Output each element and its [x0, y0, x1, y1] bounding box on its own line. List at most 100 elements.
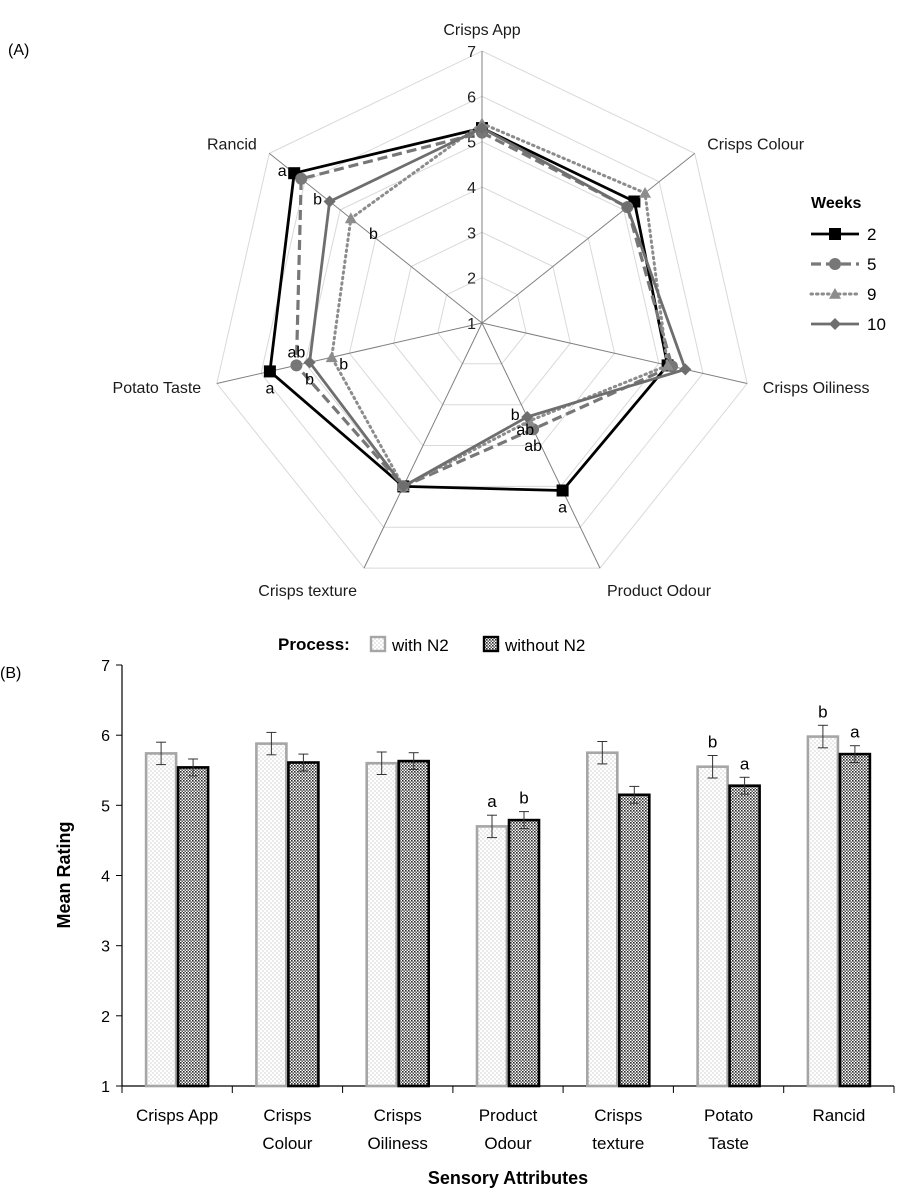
y-axis-title: Mean Rating: [54, 821, 74, 928]
x-axis-title: Sensory Attributes: [428, 1168, 588, 1188]
bar-without-n2: [178, 767, 208, 1086]
radar-series-week-2: [264, 122, 674, 496]
radar-tick-label: 3: [467, 225, 476, 242]
radar-axis-label: Crisps texture: [258, 583, 357, 600]
panel-b-label: (B): [0, 665, 21, 682]
legend-label: 9: [867, 285, 876, 304]
radar-axis-label: Rancid: [207, 136, 257, 153]
bar-marks: [146, 725, 870, 1086]
radar-axis-label: Crisps Colour: [707, 136, 805, 153]
radar-significance-letter: b: [339, 356, 348, 373]
radar-axis-label: Crisps App: [443, 22, 520, 39]
bar-without-n2: [840, 754, 870, 1086]
legend-swatch: [484, 637, 498, 651]
radar-axis-label: Product Odour: [607, 583, 712, 600]
legend-label: 5: [867, 255, 876, 274]
x-tick-label: Odour: [484, 1134, 532, 1153]
radar-legend-item-week-9: 9: [811, 285, 876, 304]
radar-significance-letter: b: [305, 371, 314, 388]
radar-spoke: [217, 323, 482, 384]
x-tick-label: Oiliness: [367, 1134, 427, 1153]
x-tick-label: Crisps: [374, 1106, 422, 1125]
x-tick-label: Taste: [708, 1134, 749, 1153]
x-tick-label: Crisps App: [136, 1106, 218, 1125]
bar-with-n2: [477, 826, 507, 1086]
radar-significance-letter: a: [265, 380, 274, 397]
y-tick-label: 3: [101, 939, 110, 956]
radar-spoke: [482, 323, 747, 384]
x-tick-label: Colour: [262, 1134, 312, 1153]
radar-axis-label: Crisps Oiliness: [763, 380, 870, 397]
radar-point: [639, 187, 651, 198]
bar-legend-item-without-n2: without N2: [484, 636, 585, 655]
legend-marker: [829, 318, 841, 330]
y-tick-label: 7: [101, 658, 110, 675]
bar-with-n2: [146, 753, 176, 1086]
radar-chart: 1 2 3 4 5 6 7 Crisps App Crisps Colour Crisps Oi…: [113, 22, 886, 600]
y-tick-label: 2: [101, 1009, 110, 1026]
radar-tick-label: 6: [467, 89, 476, 106]
legend-swatch: [371, 637, 385, 651]
x-tick-label: Crisps: [594, 1106, 642, 1125]
y-tick-label: 5: [101, 798, 110, 815]
radar-significance-letter: a: [278, 163, 287, 180]
y-tick-label: 1: [101, 1079, 110, 1096]
significance-letter: b: [708, 733, 717, 752]
legend-marker: [829, 228, 841, 240]
radar-point: [557, 485, 569, 497]
bar-without-n2: [509, 820, 539, 1086]
bar-without-n2: [730, 786, 760, 1086]
radar-point: [295, 173, 307, 185]
x-tick-label: Rancid: [812, 1106, 865, 1125]
radar-tick-label: 7: [467, 44, 476, 61]
radar-significance-letter: ab: [524, 438, 542, 455]
bar-without-n2: [399, 761, 429, 1086]
radar-series-week-9: [326, 118, 674, 492]
significance-letter: b: [818, 702, 827, 721]
legend-label: 2: [867, 225, 876, 244]
y-tick-label: 4: [101, 869, 110, 886]
radar-significance-letter: ab: [288, 344, 306, 361]
radar-tick-labels: 1234567: [467, 44, 476, 333]
panel-a-label: (A): [8, 42, 29, 59]
bar-legend-title: Process:: [278, 635, 350, 654]
legend-marker: [829, 258, 841, 270]
significance-letter: a: [850, 723, 860, 742]
legend-label: 10: [867, 315, 886, 334]
x-tick-label: Crisps: [263, 1106, 311, 1125]
bar-legend: Process: with N2 without N2: [278, 635, 585, 655]
bar-chart: Process: with N2 without N2 1 2 3 4 5 6 7 Crisps…: [54, 635, 894, 1188]
bar-legend-item-with-n2: with N2: [371, 636, 449, 655]
bar-with-n2: [808, 737, 838, 1086]
radar-significance-letter: a: [558, 500, 567, 517]
bar-with-n2: [698, 767, 728, 1086]
radar-line: [296, 133, 672, 487]
radar-legend: Weeks 2 5 9 10: [811, 195, 886, 334]
bar-with-n2: [367, 763, 397, 1086]
radar-legend-item-week-2: 2: [811, 225, 876, 244]
radar-axis-labels: Crisps App Crisps Colour Crisps Oiliness Pr…: [113, 22, 870, 600]
radar-axis-label: Potato Taste: [113, 380, 202, 397]
radar-point: [264, 365, 276, 377]
x-tick-label: texture: [592, 1134, 644, 1153]
significance-letter: a: [740, 754, 750, 773]
radar-significance-letter: ab: [516, 422, 534, 439]
x-tick-label: Product: [479, 1106, 538, 1125]
radar-tick-label: 1: [467, 316, 476, 333]
bar-with-n2: [587, 753, 617, 1086]
radar-significance-letter: b: [369, 226, 378, 243]
radar-point: [679, 363, 691, 375]
significance-letter: b: [519, 789, 528, 808]
bar-without-n2: [619, 795, 649, 1086]
radar-significance-letter: b: [313, 192, 322, 209]
bar-with-n2: [256, 744, 286, 1086]
bar-without-n2: [288, 763, 318, 1087]
legend-label: with N2: [391, 636, 449, 655]
radar-legend-item-week-10: 10: [811, 315, 886, 334]
legend-label: without N2: [504, 636, 585, 655]
radar-line: [310, 128, 686, 486]
radar-legend-item-week-5: 5: [811, 255, 876, 274]
significance-letter: a: [487, 792, 497, 811]
radar-tick-label: 4: [467, 180, 476, 197]
radar-series: [264, 118, 691, 497]
